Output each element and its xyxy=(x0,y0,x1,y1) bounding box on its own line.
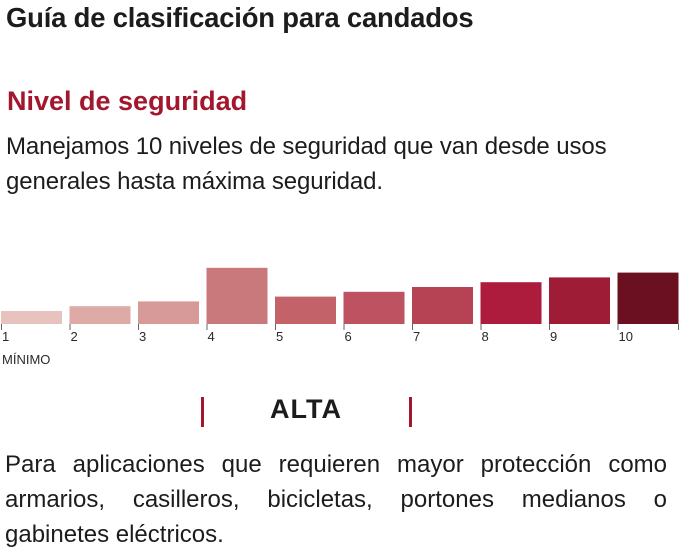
tick-label: 8 xyxy=(482,329,489,344)
tick-label: 4 xyxy=(208,329,215,344)
level-description: Para aplicaciones que requieren mayor pr… xyxy=(5,451,667,548)
bar-level-6 xyxy=(343,291,405,324)
chart-bars xyxy=(1,267,679,324)
bar-level-10 xyxy=(617,272,679,324)
tick-label: 5 xyxy=(276,329,283,344)
right-divider xyxy=(409,397,412,427)
selected-level-label: ALTA xyxy=(270,394,342,424)
bar-level-3 xyxy=(138,301,199,324)
tick-label: 9 xyxy=(550,329,557,344)
tick-label: 6 xyxy=(345,329,352,344)
bar-level-1 xyxy=(1,311,62,324)
bar-level-4 xyxy=(206,267,268,324)
tick-label: 2 xyxy=(71,329,78,344)
min-level-label: MÍNIMO xyxy=(2,352,50,367)
selected-level-indicator: ALTA xyxy=(0,392,679,432)
tick-label: 7 xyxy=(413,329,420,344)
tick-label: 10 xyxy=(619,329,633,344)
security-level-chart: 1 2 3 4 5 6 7 8 9 10 MÍNIMO xyxy=(1,267,679,367)
intro-text: Manejamos 10 niveles de seguridad que va… xyxy=(6,133,607,195)
bar-level-7 xyxy=(412,287,473,324)
tick-label: 3 xyxy=(139,329,146,344)
chart-ticks: 1 2 3 4 5 6 7 8 9 10 xyxy=(1,324,679,344)
tick-label: 1 xyxy=(2,329,9,344)
page-title: Guía de clasificación para candados xyxy=(6,2,474,33)
bar-level-9 xyxy=(549,277,610,324)
bar-level-8 xyxy=(480,282,542,324)
section-heading: Nivel de seguridad xyxy=(7,86,248,116)
left-divider xyxy=(201,397,204,427)
bar-level-2 xyxy=(69,306,131,324)
bar-level-5 xyxy=(275,296,336,324)
